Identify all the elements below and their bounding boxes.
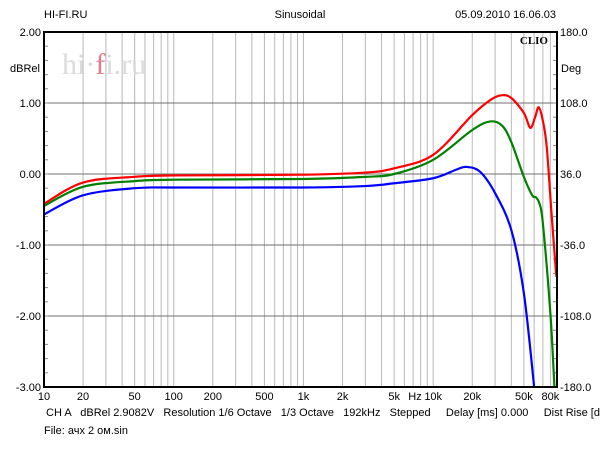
x-unit-label: Hz — [408, 391, 421, 403]
y-tick-label: -1.00 — [16, 240, 41, 252]
x-tick-label: 10k — [424, 391, 442, 403]
x-tick-label: 80k — [541, 391, 559, 403]
x-tick-label: 50k — [515, 391, 533, 403]
x-tick-label: 100 — [165, 391, 183, 403]
y2-tick-label: -36.0 — [560, 240, 585, 252]
x-tick-label: 20 — [77, 391, 89, 403]
header-right: 05.09.2010 16.06.03 — [455, 9, 556, 21]
series-line — [43, 165, 536, 388]
series-line — [43, 120, 556, 388]
y2-axis-label: Deg — [561, 63, 581, 75]
plot-frame — [43, 31, 558, 388]
x-tick-label: 500 — [255, 391, 273, 403]
series-line — [43, 94, 558, 278]
footer-settings: CH A dBRel 2.9082V Resolution 1/6 Octave… — [46, 407, 600, 419]
watermark-logo: hi·fi.ru — [62, 48, 146, 81]
curves — [43, 94, 558, 388]
tick-labels: 10 20 50 100 200 500 1k 2k 5k 10k 20k 50k 80k 2.00 1.0… — [16, 27, 591, 403]
x-tick-label: 1k — [298, 391, 310, 403]
y-tick-label: 0.00 — [20, 169, 41, 181]
x-tick-label: 20k — [463, 391, 481, 403]
x-tick-label: 200 — [204, 391, 222, 403]
y-axis-label: dBRel — [10, 63, 40, 75]
header-center: Sinusoidal — [275, 9, 326, 21]
y2-tick-label: 108.0 — [560, 98, 588, 110]
y2-tick-label: 36.0 — [560, 169, 581, 181]
y-tick-label: -3.00 — [16, 382, 41, 394]
y-tick-label: -2.00 — [16, 311, 41, 323]
grid — [44, 31, 557, 388]
x-tick-label: 50 — [129, 391, 141, 403]
x-tick-label: 10 — [38, 391, 50, 403]
x-tick-label: 5k — [388, 391, 400, 403]
y-tick-label: 1.00 — [20, 98, 41, 110]
footer-file: File: ачх 2 ом.sin — [44, 425, 128, 437]
x-tick-label: 2k — [337, 391, 349, 403]
y-tick-label: 2.00 — [20, 27, 41, 39]
y2-tick-label: -180.0 — [560, 382, 591, 394]
y2-tick-label: 180.0 — [560, 27, 588, 39]
header-left: HI-FI.RU — [44, 9, 87, 21]
y2-tick-label: -108.0 — [560, 311, 591, 323]
clio-brand: CLIO — [520, 35, 549, 47]
